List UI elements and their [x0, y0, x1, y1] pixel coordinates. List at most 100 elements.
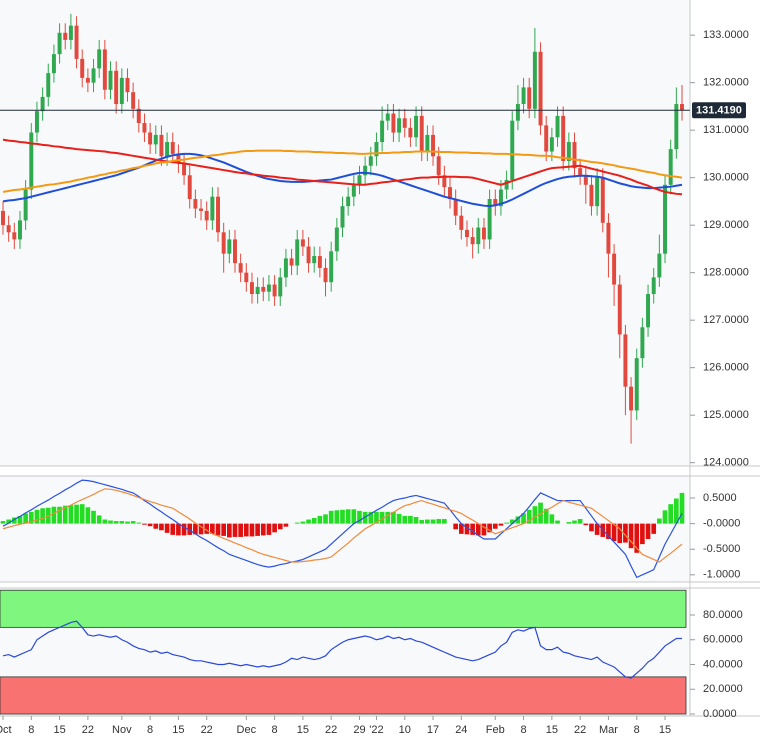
- candle-body: [97, 49, 102, 69]
- candle-body: [431, 134, 436, 157]
- histogram-bar: [204, 523, 210, 534]
- candle-body: [153, 134, 158, 145]
- y-tick-label: 133.0000: [703, 29, 749, 41]
- histogram-bar: [442, 519, 447, 524]
- histogram-bar: [498, 523, 504, 526]
- histogram-bar: [68, 505, 74, 524]
- y-tick-label: 40.0000: [703, 658, 743, 670]
- histogram-bar: [334, 510, 340, 524]
- histogram-bar: [645, 523, 651, 539]
- candle-body: [612, 253, 617, 285]
- histogram-bar: [136, 522, 142, 524]
- candle-body: [57, 32, 62, 55]
- candle-body: [385, 113, 390, 121]
- histogram-bar: [40, 508, 45, 524]
- candle-body: [51, 54, 56, 74]
- histogram-bar: [170, 523, 176, 535]
- candle-body: [504, 180, 509, 190]
- candle-body: [266, 284, 271, 292]
- candle-body: [261, 286, 266, 292]
- histogram-bar: [464, 523, 470, 535]
- histogram-bar: [634, 523, 640, 553]
- x-tick-label: 10: [399, 724, 411, 736]
- histogram-bar: [340, 509, 345, 524]
- x-tick-label: 22: [325, 724, 337, 736]
- candle-body: [227, 239, 232, 254]
- candle-body: [249, 282, 254, 295]
- candle-body: [510, 120, 515, 181]
- histogram-bar: [668, 504, 674, 524]
- histogram-bar: [379, 511, 385, 524]
- histogram-bar: [277, 523, 283, 530]
- candle-body: [572, 142, 577, 169]
- x-tick-label: 17: [427, 724, 439, 736]
- histogram-bar: [85, 507, 91, 524]
- histogram-bar: [611, 523, 617, 542]
- histogram-bar: [521, 513, 526, 524]
- histogram-bar: [328, 510, 334, 524]
- x-tick-label: 15: [53, 724, 65, 736]
- x-tick-label: Feb: [486, 724, 505, 736]
- candle-body: [114, 70, 119, 105]
- histogram-bar: [509, 519, 515, 524]
- candle-body: [465, 229, 469, 238]
- candle-body: [6, 225, 11, 233]
- candle-body: [216, 196, 220, 233]
- x-tick-label: 15: [659, 724, 671, 736]
- histogram-bar: [504, 522, 509, 524]
- series-line: [2, 138, 683, 196]
- candle-body: [165, 142, 170, 157]
- y-tick-label: -1.0000: [703, 569, 740, 581]
- candle-body: [346, 196, 351, 207]
- series-line: [2, 152, 683, 208]
- candle-body: [629, 386, 634, 411]
- histogram-bar: [351, 509, 357, 524]
- rsi-band: [0, 589, 687, 628]
- candle-body: [23, 189, 28, 221]
- candle-body: [538, 51, 543, 126]
- candle-body: [85, 77, 90, 83]
- candle-body: [221, 232, 226, 254]
- candle-body: [606, 222, 611, 254]
- x-tick-label: 8: [147, 724, 153, 736]
- x-tick-label: 22: [82, 724, 94, 736]
- histogram-bar: [532, 506, 538, 524]
- candle-body: [555, 115, 560, 138]
- histogram-bar: [357, 510, 362, 524]
- histogram-bar: [249, 523, 255, 537]
- histogram-bar: [566, 522, 572, 524]
- x-tick-label: '22: [369, 724, 383, 736]
- histogram-bar: [260, 523, 266, 536]
- histogram-bar: [458, 523, 464, 534]
- histogram-bar: [538, 502, 543, 524]
- histogram-bar: [555, 520, 560, 524]
- x-tick-label: 22: [201, 724, 213, 736]
- candle-body: [663, 184, 668, 254]
- histogram-bar: [368, 511, 374, 524]
- candle-body: [589, 184, 594, 207]
- x-tick-label: Dec: [237, 724, 257, 736]
- series-line: [2, 488, 683, 563]
- histogram-bar: [181, 523, 187, 536]
- series-line: [2, 479, 683, 579]
- y-tick-label: 131.0000: [703, 124, 749, 136]
- candle-body: [136, 108, 141, 124]
- histogram-bar: [232, 523, 238, 537]
- histogram-bar: [306, 519, 311, 524]
- histogram-bar: [487, 523, 492, 533]
- histogram-bar: [142, 523, 147, 525]
- y-tick-label: 20.0000: [703, 683, 743, 695]
- candle-body: [340, 206, 345, 228]
- x-tick-label: 8: [634, 724, 640, 736]
- candle-body: [1, 210, 5, 226]
- candle-body: [374, 142, 379, 157]
- candle-body: [397, 118, 402, 133]
- histogram-bar: [113, 521, 119, 524]
- series-line: [2, 149, 683, 193]
- histogram-bar: [227, 523, 232, 538]
- histogram-bar: [187, 523, 193, 535]
- x-tick-label: 15: [172, 724, 184, 736]
- histogram-bar: [515, 516, 521, 524]
- histogram-bar: [577, 519, 583, 524]
- candle-body: [674, 104, 679, 150]
